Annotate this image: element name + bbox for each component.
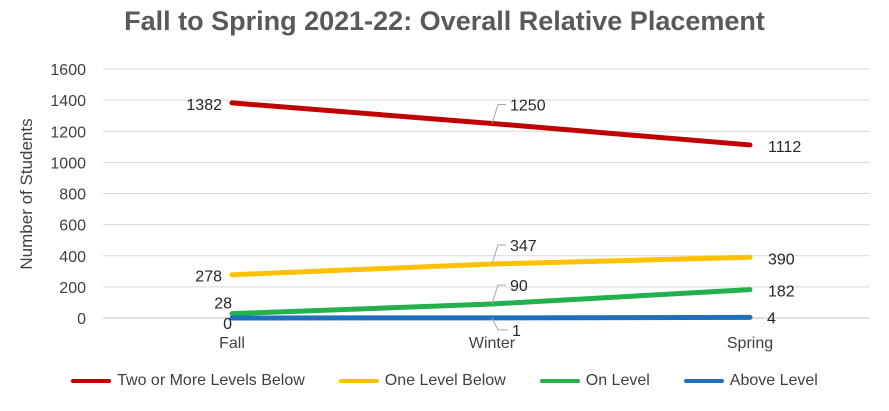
- data-label: 28: [214, 296, 232, 313]
- y-tick-label: 1200: [50, 124, 86, 141]
- series-line: [229, 100, 753, 148]
- legend-swatch: [71, 379, 112, 383]
- y-tick-label: 200: [59, 280, 86, 297]
- y-tick-label: 1600: [50, 62, 86, 79]
- legend-label: Two or More Levels Below: [117, 372, 305, 389]
- y-tick-label: 0: [77, 311, 86, 328]
- series-line: [229, 287, 753, 317]
- y-tick-label: 400: [59, 249, 86, 266]
- x-axis-ticks: Fall Winter Spring: [219, 335, 773, 352]
- series-line: [229, 254, 753, 278]
- data-label: 347: [510, 238, 537, 255]
- legend-label: Above Level: [729, 372, 818, 389]
- legend-swatch: [539, 379, 580, 383]
- x-tick-label: Spring: [727, 335, 773, 352]
- data-label: 390: [768, 251, 795, 268]
- legend-label: On Level: [585, 372, 650, 389]
- label-leader: [491, 284, 506, 305]
- legend-item: Above Level: [683, 372, 818, 390]
- legend-item: On Level: [539, 372, 650, 390]
- data-label: 182: [768, 284, 795, 301]
- legend-item: One Level Below: [338, 372, 506, 390]
- data-label: 1112: [768, 139, 801, 156]
- legend-swatch: [338, 379, 379, 383]
- y-axis-title: Number of Students: [17, 118, 36, 269]
- legend-item: Two or More Levels Below: [71, 372, 305, 390]
- y-tick-label: 800: [59, 187, 86, 204]
- label-leader-lines: [491, 103, 508, 331]
- legend-label: One Level Below: [384, 372, 506, 389]
- data-labels: 1382 1250 1112 278 347 390 28 90 182 0 1 4: [186, 97, 801, 340]
- series-line: [229, 314, 753, 321]
- data-label: 0: [223, 316, 232, 333]
- data-label: 4: [767, 310, 776, 327]
- y-tick-label: 1000: [50, 155, 86, 172]
- legend: Two or More Levels Below One Level Below O…: [0, 372, 889, 390]
- x-tick-label: Winter: [469, 335, 516, 352]
- y-tick-label: 1400: [50, 93, 86, 110]
- data-label: 1250: [510, 97, 546, 114]
- data-label: 90: [510, 278, 528, 295]
- x-tick-label: Fall: [219, 335, 245, 352]
- data-label: 1: [512, 323, 521, 340]
- legend-swatch: [683, 379, 724, 383]
- data-label: 278: [195, 269, 222, 286]
- y-tick-label: 600: [59, 218, 86, 235]
- data-label: 1382: [186, 97, 222, 114]
- chart-title: Fall to Spring 2021-22: Overall Relative…: [124, 6, 765, 36]
- label-leader: [491, 317, 508, 331]
- label-leader: [491, 244, 506, 265]
- series-lines: [229, 100, 753, 321]
- y-axis-ticks: 0 200 400 600 800 1000 1200 1400 1600: [50, 62, 86, 328]
- label-leader: [491, 103, 506, 124]
